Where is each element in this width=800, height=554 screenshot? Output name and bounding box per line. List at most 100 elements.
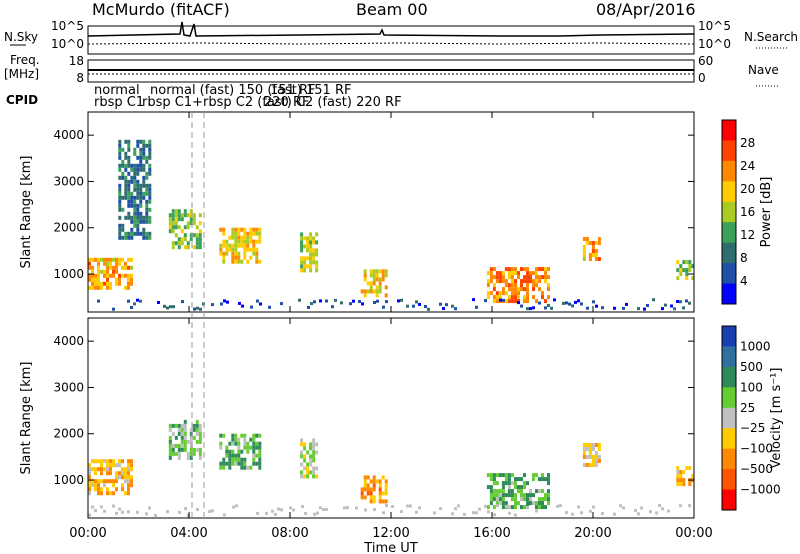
heatmap-cell: [174, 443, 178, 448]
heatmap-cell: [252, 437, 256, 442]
heatmap-cell: [514, 497, 517, 502]
y-tick-label: 3000: [53, 174, 84, 188]
heatmap-cell: [237, 457, 241, 462]
heatmap-cell: [306, 240, 310, 245]
heatmap-cell: [148, 167, 152, 172]
heatmap-cell: [306, 462, 310, 467]
heatmap-cell: [372, 483, 376, 488]
heatmap-cell: [309, 458, 313, 463]
heatmap-cell: [124, 195, 128, 200]
heatmap-cell: [231, 255, 235, 260]
heatmap-cell: [148, 147, 152, 152]
heatmap-cell: [312, 474, 316, 479]
heatmap-cell: [507, 271, 511, 276]
heatmap-cell: [535, 271, 538, 276]
heatmap-cell: [517, 489, 520, 494]
heatmap-cell: [118, 143, 122, 148]
heatmap-cell: [145, 187, 149, 192]
heatmap-cell: [231, 227, 235, 232]
heatmap-cell: [246, 243, 250, 248]
heatmap-cell: [571, 304, 574, 308]
heatmap-cell: [547, 497, 550, 502]
heatmap-cell: [292, 508, 295, 512]
heatmap-cell: [118, 475, 121, 480]
heatmap-cell: [439, 507, 442, 511]
heatmap-cell: [94, 281, 97, 286]
heatmap-cell: [360, 495, 364, 500]
x-tick-label: 08:00: [271, 526, 308, 541]
heatmap-cell: [180, 447, 184, 452]
heatmap-cell: [148, 199, 152, 204]
heatmap-cell: [252, 445, 256, 450]
heatmap-cell: [186, 439, 190, 444]
heatmap-cell: [121, 159, 125, 164]
heatmap-cell: [355, 506, 358, 510]
heatmap-cell: [124, 479, 127, 484]
heatmap-cell: [349, 302, 352, 306]
heatmap-cell: [115, 269, 118, 274]
colorbar-swatch: [722, 222, 736, 244]
heatmap-cell: [127, 479, 130, 484]
heatmap-cell: [532, 287, 535, 292]
heatmap-cell: [106, 281, 109, 286]
heatmap-cell: [133, 302, 136, 306]
heatmap-cell: [300, 244, 304, 249]
heatmap-cell: [139, 159, 143, 164]
heatmap-cell: [507, 299, 511, 304]
heatmap-cell: [192, 423, 196, 428]
heatmap-cell: [88, 273, 91, 278]
heatmap-cell: [222, 259, 226, 264]
heatmap-cell: [130, 459, 133, 464]
heatmap-cell: [691, 276, 695, 281]
heatmap-cell: [97, 487, 100, 492]
heatmap-cell: [679, 268, 683, 273]
heatmap-cell: [252, 461, 256, 466]
heatmap-cell: [106, 273, 109, 278]
heatmap-cell: [363, 277, 367, 282]
heatmap-cell: [231, 247, 235, 252]
heatmap-cell: [501, 485, 505, 490]
heatmap-cell: [127, 277, 130, 282]
heatmap-cell: [145, 215, 149, 220]
heatmap-cell: [234, 235, 238, 240]
heatmap-cell: [148, 187, 152, 192]
heatmap-cell: [325, 299, 328, 303]
heatmap-cell: [243, 239, 247, 244]
heatmap-cell: [139, 167, 143, 172]
heatmap-cell: [613, 306, 616, 310]
heatmap-cell: [118, 167, 122, 172]
heatmap-cell: [97, 269, 100, 274]
heatmap-cell: [255, 453, 259, 458]
heatmap-cell: [181, 300, 184, 304]
heatmap-cell: [228, 465, 232, 470]
heatmap-cell: [514, 283, 517, 288]
heatmap-cell: [258, 457, 262, 462]
heatmap-cell: [106, 487, 109, 492]
heatmap-cell: [100, 269, 103, 274]
heatmap-cell: [544, 279, 547, 284]
heatmap-cell: [378, 479, 382, 484]
heatmap-cell: [112, 257, 115, 262]
heatmap-cell: [640, 506, 643, 510]
heatmap-cell: [130, 179, 134, 184]
heatmap-cell: [234, 227, 238, 232]
heatmap-cell: [100, 285, 103, 290]
heatmap-cell: [306, 248, 310, 253]
heatmap-cell: [529, 489, 532, 494]
heatmap-cell: [171, 245, 175, 250]
heatmap-cell: [91, 281, 94, 286]
heatmap-cell: [195, 427, 199, 432]
heatmap-cell: [520, 477, 523, 482]
heatmap-cell: [594, 459, 598, 463]
heatmap-cell: [136, 203, 140, 208]
heatmap-cell: [586, 306, 589, 310]
heatmap-cell: [454, 307, 457, 311]
heatmap-cell: [504, 279, 508, 284]
heatmap-cell: [169, 305, 172, 309]
heatmap-cell: [313, 300, 316, 304]
heatmap-cell: [243, 251, 247, 256]
heatmap-cell: [139, 187, 143, 192]
heatmap-cell: [195, 419, 199, 424]
heatmap-cell: [130, 479, 133, 484]
